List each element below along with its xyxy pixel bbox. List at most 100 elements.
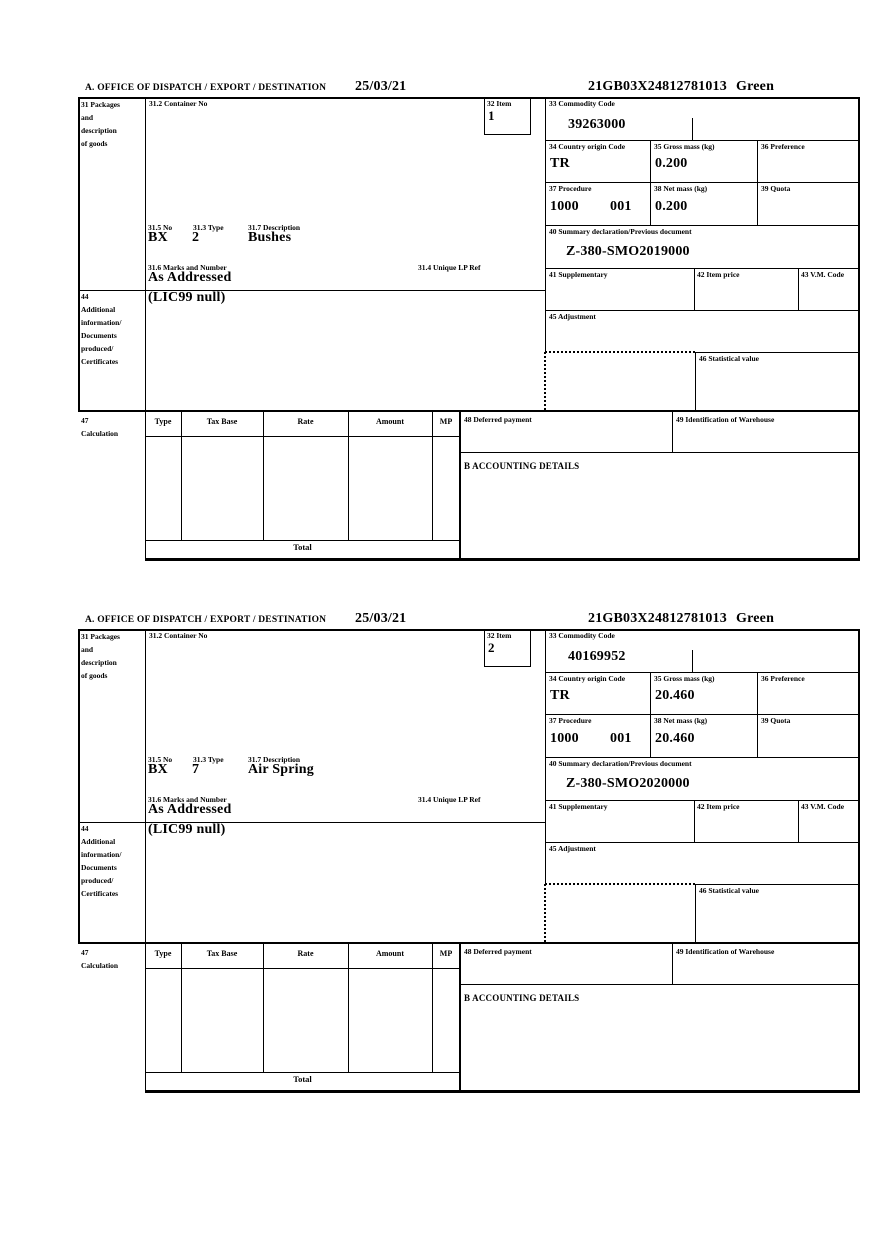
office-of-dispatch-label: A. OFFICE OF DISPATCH / EXPORT / DESTINA… [85, 83, 327, 93]
packages-no-value: BX [148, 230, 168, 245]
calc-column-type: Type [154, 417, 172, 426]
grid-line [858, 97, 860, 561]
box31-label: of goods [81, 139, 108, 148]
dotted-line [545, 883, 695, 885]
routing-status: Green [736, 79, 775, 94]
summary-declaration-value: Z-380-SMO2020000 [566, 776, 690, 791]
grid-line [145, 97, 146, 558]
quota-label: 39 Quota [761, 184, 791, 193]
box47-label: 47 [81, 948, 89, 957]
country-origin-value: TR [550, 688, 570, 703]
box44-label: Certificates [81, 889, 119, 898]
net-mass-value: 0.200 [655, 199, 688, 214]
grid-line [757, 140, 758, 225]
office-of-dispatch-label: A. OFFICE OF DISPATCH / EXPORT / DESTINA… [85, 615, 327, 625]
box44-label: produced/ [81, 876, 114, 885]
preference-label: 36 Preference [761, 674, 805, 683]
preference-label: 36 Preference [761, 142, 805, 151]
calc-column-type: Type [154, 949, 172, 958]
supplementary-label: 41 Supplementary [549, 802, 608, 811]
net-mass-value: 20.460 [655, 731, 695, 746]
grid-line [432, 412, 433, 540]
procedure-label: 37 Procedure [549, 716, 592, 725]
item-number-label: 32 Item [487, 99, 512, 108]
box44-label: information/ [81, 318, 122, 327]
grid-line [545, 140, 859, 141]
grid-line [545, 800, 859, 801]
calc-column-tax-base: Tax Base [206, 949, 238, 958]
packages-type-label: 31.3 Type [193, 223, 224, 232]
grid-line [145, 629, 146, 1090]
summary-declaration-label: 40 Summary declaration/Previous document [549, 759, 692, 768]
packages-type-value: 7 [192, 762, 200, 777]
grid-line [672, 944, 673, 984]
box44-label: Certificates [81, 357, 119, 366]
statistical-value-label: 46 Statistical value [699, 886, 759, 895]
description-value: Bushes [248, 230, 292, 245]
container-no-label: 31.2 Container No [149, 99, 208, 108]
box47-label: Calculation [81, 961, 119, 970]
procedure-value: 1000 [550, 731, 579, 746]
calc-column-rate: Rate [297, 417, 314, 426]
calc-column-mp: MP [439, 949, 453, 958]
grid-line [798, 268, 799, 310]
accounting-details-label: B ACCOUNTING DETAILS [464, 461, 580, 471]
vm-code-label: 43 V.M. Code [801, 270, 845, 279]
grid-line [694, 268, 695, 310]
box44-label: Documents [81, 331, 117, 340]
net-mass-label: 38 Net mass (kg) [654, 716, 708, 725]
item-price-label: 42 Item price [697, 802, 740, 811]
calc-column-amount: Amount [375, 417, 404, 426]
item-box-line [484, 666, 531, 667]
grid-line [545, 757, 859, 758]
grid-line [672, 412, 673, 452]
box44-label: 44 [81, 824, 89, 833]
calc-column-rate: Rate [297, 949, 314, 958]
calc-column-amount: Amount [375, 949, 404, 958]
box44-label: Additional [81, 837, 116, 846]
box44-label: information/ [81, 850, 122, 859]
declaration-date: 25/03/21 [355, 79, 407, 94]
container-no-label: 31.2 Container No [149, 631, 208, 640]
accounting-details-label: B ACCOUNTING DETAILS [464, 993, 580, 1003]
grid-line [145, 540, 460, 541]
commodity-code-label: 33 Commodity Code [549, 99, 615, 108]
country-origin-label: 34 Country origin Code [549, 142, 626, 151]
grid-line [460, 984, 858, 985]
grid-line [695, 884, 696, 942]
grid-line [263, 944, 264, 1072]
net-mass-label: 38 Net mass (kg) [654, 184, 708, 193]
grid-line [459, 410, 461, 561]
grid-line [545, 714, 859, 715]
dotted-line [545, 351, 695, 353]
commodity-code-value: 39263000 [568, 117, 626, 132]
procedure-value: 1000 [550, 199, 579, 214]
grid-line [545, 268, 859, 269]
deferred-payment-label: 48 Deferred payment [464, 415, 532, 424]
grid-line [695, 884, 858, 885]
declaration-date: 25/03/21 [355, 611, 407, 626]
packages-type-label: 31.3 Type [193, 755, 224, 764]
grid-line [145, 1072, 460, 1073]
declaration-item-block-1: A. OFFICE OF DISPATCH / EXPORT / DESTINA… [78, 79, 862, 566]
grid-line [460, 452, 858, 453]
grid-line [348, 412, 349, 540]
box44-label: produced/ [81, 344, 114, 353]
grid-line [78, 942, 860, 944]
statistical-value-label: 46 Statistical value [699, 354, 759, 363]
grid-line [78, 410, 860, 412]
box31-label: and [81, 645, 94, 654]
grid-line [650, 672, 651, 757]
country-origin-label: 34 Country origin Code [549, 674, 626, 683]
box44-label: Documents [81, 863, 117, 872]
box31-label: description [81, 658, 117, 667]
commodity-code-divider [692, 118, 693, 140]
total-label: Total [293, 542, 312, 552]
grid-line [78, 97, 80, 412]
vm-code-label: 43 V.M. Code [801, 802, 845, 811]
item-price-label: 42 Item price [697, 270, 740, 279]
gross-mass-label: 35 Gross mass (kg) [654, 142, 715, 151]
box47-label: Calculation [81, 429, 119, 438]
grid-line [798, 800, 799, 842]
grid-line [145, 1090, 860, 1093]
